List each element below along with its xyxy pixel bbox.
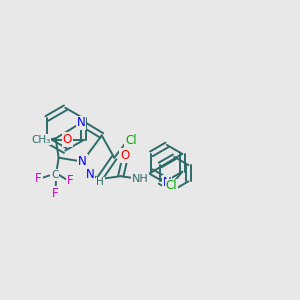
Text: N: N <box>86 169 94 182</box>
Text: O: O <box>63 134 72 146</box>
Text: N: N <box>78 155 87 168</box>
Text: CH₃: CH₃ <box>31 135 50 145</box>
Text: Cl: Cl <box>125 134 137 147</box>
Text: H: H <box>96 177 104 188</box>
Text: NH: NH <box>132 174 148 184</box>
Text: N: N <box>76 116 85 130</box>
Text: Cl: Cl <box>166 179 177 193</box>
Text: N: N <box>163 176 171 189</box>
Text: F: F <box>35 172 42 185</box>
Text: O: O <box>120 149 130 162</box>
Text: C: C <box>51 170 59 180</box>
Text: F: F <box>52 187 59 200</box>
Text: F: F <box>67 174 74 187</box>
